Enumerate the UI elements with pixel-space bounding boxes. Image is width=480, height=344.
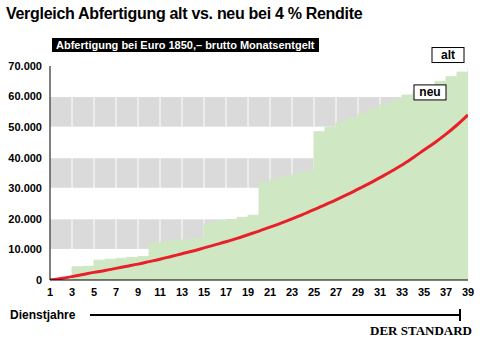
svg-text:21: 21 xyxy=(264,286,276,298)
svg-text:25: 25 xyxy=(308,286,320,298)
svg-text:60.000: 60.000 xyxy=(8,90,42,102)
svg-text:neu: neu xyxy=(419,85,440,99)
svg-text:17: 17 xyxy=(220,286,232,298)
html-text:Dienstjahre: Dienstjahre xyxy=(10,308,76,322)
svg-text:37: 37 xyxy=(440,286,452,298)
svg-text:40.000: 40.000 xyxy=(8,152,42,164)
svg-text:alt: alt xyxy=(441,48,455,62)
svg-text:11: 11 xyxy=(154,286,166,298)
svg-text:33: 33 xyxy=(396,286,408,298)
svg-text:35: 35 xyxy=(418,286,430,298)
svg-text:31: 31 xyxy=(374,286,386,298)
html-text:Abfertigung bei Euro 1850,– br: Abfertigung bei Euro 1850,– brutto Monat… xyxy=(56,39,315,51)
svg-text:27: 27 xyxy=(330,286,342,298)
svg-text:39: 39 xyxy=(462,286,472,298)
svg-text:70.000: 70.000 xyxy=(8,60,42,72)
html-text:DER STANDARD: DER STANDARD xyxy=(370,323,472,338)
svg-text:50.000: 50.000 xyxy=(8,121,42,133)
svg-text:30.000: 30.000 xyxy=(8,182,42,194)
svg-text:15: 15 xyxy=(198,286,210,298)
svg-text:13: 13 xyxy=(176,286,188,298)
svg-text:29: 29 xyxy=(352,286,364,298)
svg-text:19: 19 xyxy=(242,286,254,298)
svg-text:20.000: 20.000 xyxy=(8,213,42,225)
html-text:Vergleich Abfertigung alt vs.: Vergleich Abfertigung alt vs. neu bei 4 … xyxy=(6,5,363,22)
svg-text:1: 1 xyxy=(47,286,53,298)
svg-text:5: 5 xyxy=(91,286,97,298)
svg-text:10.000: 10.000 xyxy=(8,243,42,255)
svg-text:23: 23 xyxy=(286,286,298,298)
svg-text:7: 7 xyxy=(113,286,119,298)
svg-text:9: 9 xyxy=(135,286,141,298)
svg-text:3: 3 xyxy=(69,286,75,298)
svg-text:0: 0 xyxy=(36,274,42,286)
